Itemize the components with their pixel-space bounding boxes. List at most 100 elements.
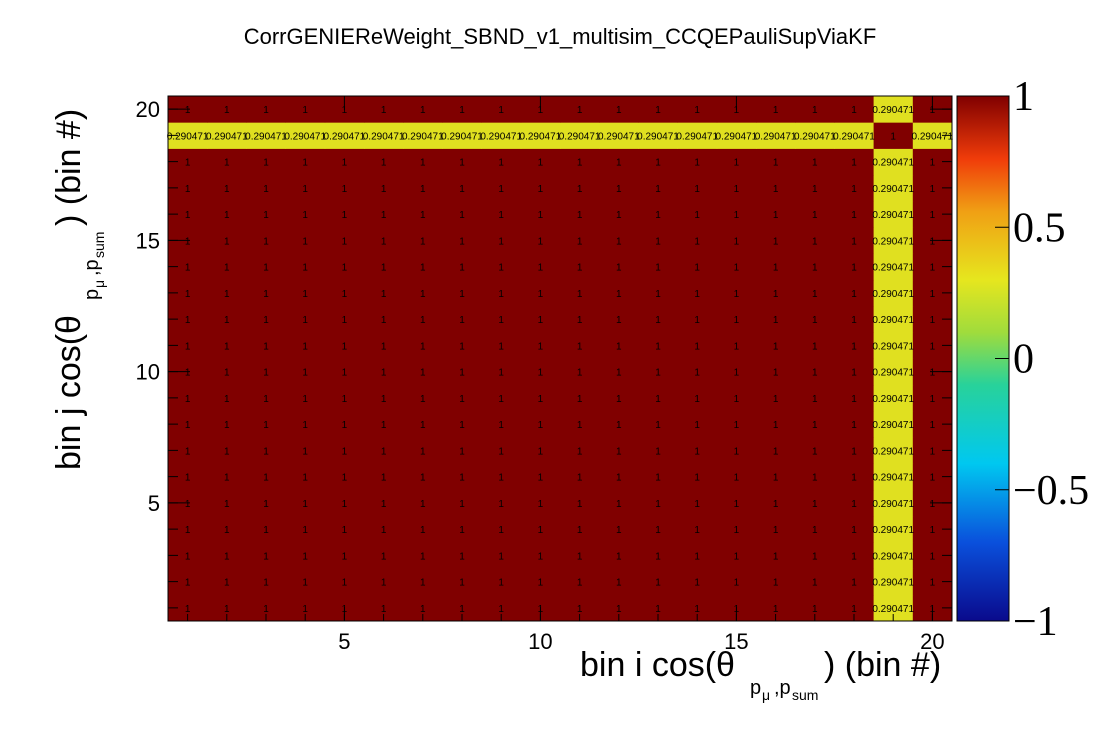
cell-value-label: 1 xyxy=(694,315,700,326)
cell-value-label: 1 xyxy=(694,289,700,300)
heatmap-cell xyxy=(481,96,522,123)
cell-value-label: 1 xyxy=(420,263,426,274)
heatmap-cell xyxy=(207,253,247,281)
heatmap-cell xyxy=(599,411,639,438)
heatmap-cell xyxy=(207,358,247,386)
heatmap-cell xyxy=(834,568,874,596)
heatmap-cell xyxy=(873,227,914,254)
heatmap-cell xyxy=(795,516,835,543)
heatmap-cell xyxy=(716,279,757,307)
heatmap-cell xyxy=(207,437,247,464)
heatmap-cell xyxy=(285,174,326,202)
cell-value-label: 0.290471 xyxy=(755,131,797,142)
heatmap-cell xyxy=(599,148,639,176)
cell-value-label: 1 xyxy=(812,578,818,589)
y-tick-label: 10 xyxy=(136,360,160,385)
palette-tick-label: −1 xyxy=(1013,599,1058,645)
heatmap-cell xyxy=(599,437,639,464)
cell-value-label: 1 xyxy=(263,210,269,221)
heatmap-cell xyxy=(756,516,796,543)
heatmap-cell xyxy=(560,96,600,123)
cell-value-label: 0.290471 xyxy=(833,131,875,142)
heatmap-cell xyxy=(560,253,600,281)
cell-value-label: 1 xyxy=(734,315,740,326)
cell-value-label: 1 xyxy=(459,184,465,195)
cell-value-label: 1 xyxy=(773,446,779,457)
heatmap-cell xyxy=(520,358,561,386)
cell-value-label: 1 xyxy=(459,473,465,484)
cell-value-label: 1 xyxy=(459,499,465,510)
cell-value-label: 1 xyxy=(420,525,426,536)
cell-value-label: 1 xyxy=(812,236,818,247)
heatmap-cell xyxy=(442,201,482,228)
cell-value-label: 0.290471 xyxy=(872,105,914,116)
cell-value-label: 1 xyxy=(694,236,700,247)
cell-value-label: 1 xyxy=(812,105,818,116)
heatmap-cell xyxy=(834,201,874,228)
heatmap-cell xyxy=(560,174,600,202)
cell-value-label: 1 xyxy=(734,210,740,221)
cell-value-label: 1 xyxy=(930,263,936,274)
cell-value-label: 1 xyxy=(263,420,269,431)
cell-value-label: 1 xyxy=(185,420,191,431)
heatmap-cell xyxy=(873,358,914,386)
heatmap-cell xyxy=(285,516,326,543)
cell-value-label: 1 xyxy=(655,158,661,169)
heatmap-cell xyxy=(246,437,286,464)
cell-value-label: 1 xyxy=(459,210,465,221)
cell-value-label: 1 xyxy=(734,184,740,195)
heatmap-cell xyxy=(442,437,482,464)
cell-value-label: 1 xyxy=(224,525,230,536)
cell-value-label: 1 xyxy=(812,289,818,300)
cell-value-label: 1 xyxy=(263,394,269,405)
cell-value-label: 1 xyxy=(577,236,583,247)
cell-value-label: 0.290471 xyxy=(716,131,758,142)
cell-value-label: 1 xyxy=(263,499,269,510)
heatmap-cell xyxy=(481,332,522,359)
heatmap-cell xyxy=(324,332,365,359)
cell-value-label: 1 xyxy=(302,236,308,247)
cell-value-label: 1 xyxy=(302,473,308,484)
cell-value-label: 1 xyxy=(538,341,544,352)
cell-value-label: 1 xyxy=(302,420,308,431)
cell-value-label: 0.290471 xyxy=(872,184,914,195)
heatmap-cell xyxy=(795,201,835,228)
heatmap-cell xyxy=(481,437,522,464)
heatmap-cell xyxy=(873,568,914,596)
chart-title: CorrGENIEReWeight_SBND_v1_multisim_CCQEP… xyxy=(244,24,877,49)
cell-value-label: 1 xyxy=(577,341,583,352)
heatmap-cell xyxy=(520,463,561,491)
heatmap-cell xyxy=(442,122,482,149)
cell-value-label: 1 xyxy=(538,263,544,274)
svg-text:μ: μ xyxy=(91,280,107,288)
heatmap-cell xyxy=(638,489,678,517)
heatmap-cell xyxy=(599,253,639,281)
svg-text:p: p xyxy=(750,677,761,699)
cell-value-label: 1 xyxy=(263,236,269,247)
heatmap-cell xyxy=(246,279,286,307)
heatmap-cell xyxy=(638,437,678,464)
heatmap-cell xyxy=(403,384,443,412)
cell-value-label: 1 xyxy=(185,210,191,221)
cell-value-label: 1 xyxy=(930,525,936,536)
cell-value-label: 1 xyxy=(851,315,857,326)
cell-value-label: 1 xyxy=(381,289,387,300)
heatmap-cell xyxy=(364,437,404,464)
cell-value-label: 1 xyxy=(420,289,426,300)
heatmap-cell xyxy=(560,384,600,412)
cell-value-label: 1 xyxy=(263,341,269,352)
heatmap-cell xyxy=(677,253,718,281)
heatmap-cell xyxy=(873,174,914,202)
heatmap-cell xyxy=(716,358,757,386)
heatmap-cell xyxy=(716,253,757,281)
cell-value-label: 1 xyxy=(851,263,857,274)
heatmap-cell xyxy=(716,384,757,412)
cell-value-label: 1 xyxy=(851,236,857,247)
cell-value-label: 0.290471 xyxy=(676,131,718,142)
cell-value-label: 1 xyxy=(420,341,426,352)
heatmap-cell xyxy=(834,358,874,386)
heatmap-cell xyxy=(246,489,286,517)
heatmap-cell xyxy=(520,253,561,281)
heatmap-cell xyxy=(403,148,443,176)
heatmap-cell xyxy=(207,411,247,438)
